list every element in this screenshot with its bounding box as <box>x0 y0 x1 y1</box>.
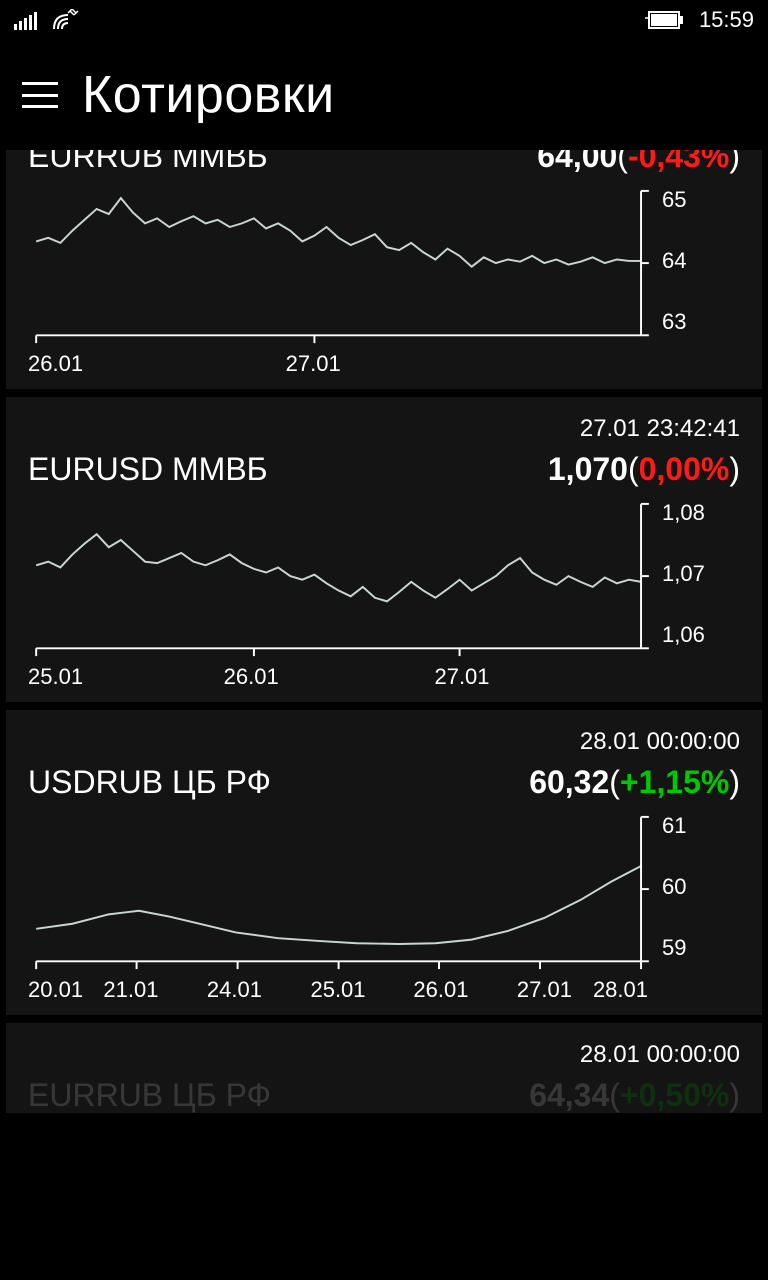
quote-chart: 656463 26.0127.01 <box>28 187 740 375</box>
chart-x-labels: 20.0121.0124.0125.0126.0127.0128.01 <box>28 973 740 1005</box>
battery-icon <box>645 10 685 30</box>
menu-icon[interactable] <box>22 82 58 108</box>
quote-cards-list: EURRUB ММВБ 64,00(-0,43%) 656463 26.0127… <box>0 150 768 1113</box>
quote-symbol: EURRUB ЦБ РФ <box>28 1077 271 1113</box>
signal-icon <box>14 10 38 30</box>
quote-card[interactable]: 28.01 00:00:00 USDRUB ЦБ РФ 60,32(+1,15%… <box>6 710 762 1015</box>
quote-symbol: EURUSD ММВБ <box>28 451 268 488</box>
chart-x-labels: 26.0127.01 <box>28 347 740 379</box>
quote-price: 60,32(+1,15%) <box>529 764 740 801</box>
quote-card[interactable]: 28.01 00:00:00 EURRUB ЦБ РФ 64,34(+0,50%… <box>6 1023 762 1113</box>
quote-price: 64,00(-0,43%) <box>537 150 740 175</box>
page-title: Котировки <box>82 65 335 125</box>
quote-chart: 1,081,071,06 25.0126.0127.01 <box>28 500 740 688</box>
quote-chart: 616059 20.0121.0124.0125.0126.0127.0128.… <box>28 813 740 1001</box>
quote-timestamp: 28.01 00:00:00 <box>28 728 740 758</box>
quote-card[interactable]: EURRUB ММВБ 64,00(-0,43%) 656463 26.0127… <box>6 150 762 389</box>
quote-timestamp: 27.01 23:42:41 <box>28 415 740 445</box>
quote-price: 1,070(0,00%) <box>548 451 740 488</box>
chart-x-labels: 25.0126.0127.01 <box>28 660 740 692</box>
app-header: Котировки <box>0 40 768 150</box>
status-bar: 15:59 <box>0 0 768 40</box>
status-time: 15:59 <box>699 7 754 33</box>
wifi-icon <box>52 9 80 31</box>
quote-timestamp: 28.01 00:00:00 <box>28 1041 740 1071</box>
quote-symbol: USDRUB ЦБ РФ <box>28 764 271 801</box>
quote-card[interactable]: 27.01 23:42:41 EURUSD ММВБ 1,070(0,00%) … <box>6 397 762 702</box>
quote-symbol: EURRUB ММВБ <box>28 150 268 175</box>
quote-price: 64,34(+0,50%) <box>529 1077 740 1113</box>
